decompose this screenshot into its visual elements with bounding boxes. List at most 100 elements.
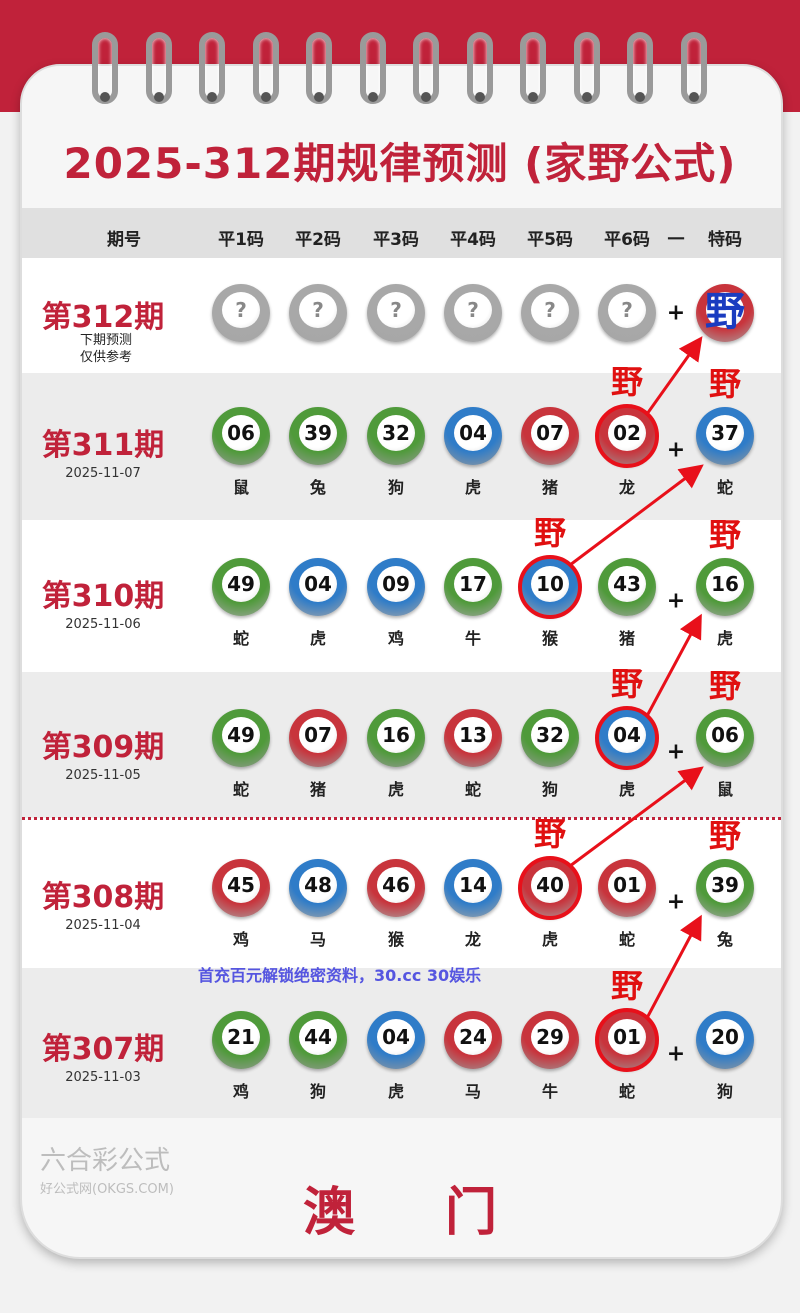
plus-sign: + (666, 739, 686, 765)
zodiac-label: 虎 (464, 478, 482, 497)
row-divider (22, 817, 781, 820)
ball-number: ? (222, 292, 260, 328)
note-line: 仅供参考 (79, 350, 133, 365)
header-col: 平5码 (527, 230, 573, 250)
ball-number: 06 (706, 717, 744, 753)
number-ball: 04 (289, 558, 347, 616)
ball-number: 46 (377, 867, 415, 903)
zodiac-label: 猴 (387, 930, 405, 949)
watermark-sub: 好公式网(OKGS.COM) (40, 1182, 174, 1197)
zodiac-label: 狗 (309, 1082, 327, 1101)
number-ball: 24 (444, 1011, 502, 1069)
number-ball: 32 (521, 709, 579, 767)
zodiac-label: 虎 (716, 629, 734, 648)
zodiac-label: 蛇 (618, 930, 636, 949)
zodiac-label: 狗 (387, 478, 405, 497)
zodiac-label: 蛇 (232, 780, 250, 799)
marker-label: 野 (610, 363, 644, 401)
number-ball: 07 (521, 407, 579, 465)
zodiac-label: 马 (309, 930, 327, 949)
binder-ring-icon (680, 32, 707, 104)
binder-ring-icon (413, 32, 439, 104)
ball-number: 39 (706, 867, 744, 903)
zodiac-label: 兔 (309, 478, 327, 497)
special-ball: 16 (696, 558, 754, 616)
zodiac-label: 鸡 (232, 1082, 250, 1101)
plus-sign: + (666, 300, 686, 326)
zodiac-label: 蛇 (464, 780, 482, 799)
number-ball: 01 (598, 859, 656, 917)
arrow-line (645, 613, 702, 717)
ball-number: ? (531, 292, 569, 328)
zodiac-label: 虎 (618, 780, 636, 799)
ball-number: 49 (222, 717, 260, 753)
number-ball: 48 (289, 859, 347, 917)
highlight-circle (595, 706, 659, 770)
ball-number: 04 (299, 566, 337, 602)
header-col: 平4码 (450, 230, 496, 250)
special-ball: 20 (696, 1011, 754, 1069)
period-label: 第310期 (41, 579, 165, 614)
number-ball: 07 (289, 709, 347, 767)
binder-ring-icon (359, 32, 386, 104)
zodiac-label: 蛇 (232, 629, 250, 648)
binder-ring-icon (306, 32, 332, 104)
header-col: 平2码 (295, 230, 341, 250)
zodiac-label: 蛇 (716, 478, 734, 497)
period-date: 2025-11-06 (65, 617, 141, 632)
arrow-line (569, 766, 704, 868)
binder-ring-icon (573, 32, 600, 104)
arrow-line (645, 914, 702, 1019)
zodiac-label: 兔 (716, 930, 734, 949)
plus-sign: + (666, 437, 686, 463)
ball-number (706, 292, 744, 328)
special-prediction-ball (696, 284, 754, 342)
binder-ring-icon (145, 32, 172, 104)
marker-label: 野 (708, 516, 742, 554)
unknown-ball: ? (598, 284, 656, 342)
number-ball: 17 (444, 558, 502, 616)
ball-number: 32 (377, 415, 415, 451)
period-date: 2025-11-03 (65, 1070, 141, 1085)
period-date: 2025-11-04 (65, 918, 141, 933)
ad-link[interactable]: 首充百元解锁绝密资料，30.cc 30娱乐 (198, 966, 482, 985)
highlight-circle (595, 404, 659, 468)
zodiac-label: 马 (464, 1082, 482, 1101)
zodiac-label: 鼠 (232, 478, 250, 497)
zodiac-label: 龙 (464, 930, 482, 949)
number-ball: 32 (367, 407, 425, 465)
plus-sign: + (666, 1041, 686, 1067)
ball-number: 37 (706, 415, 744, 451)
ball-number: 06 (222, 415, 260, 451)
header-col: 平1码 (218, 230, 264, 250)
footer-region: 澳门 (302, 1183, 587, 1243)
period-label: 第312期 (41, 300, 165, 335)
zodiac-label: 虎 (309, 629, 327, 648)
ball-number: ? (608, 292, 646, 328)
ball-number: 04 (454, 415, 492, 451)
ball-number: 01 (608, 867, 646, 903)
ball-number: 14 (454, 867, 492, 903)
period-label: 第308期 (41, 880, 165, 915)
number-ball: 49 (212, 709, 270, 767)
ball-number: 13 (454, 717, 492, 753)
highlight-circle (518, 856, 582, 920)
number-ball: 04 (367, 1011, 425, 1069)
binder-ring-icon (92, 32, 118, 104)
number-ball: 43 (598, 558, 656, 616)
special-ball: 06 (696, 709, 754, 767)
number-ball: 13 (444, 709, 502, 767)
unknown-ball: ? (521, 284, 579, 342)
ball-number: 49 (222, 566, 260, 602)
period-date: 2025-11-07 (65, 466, 141, 481)
ball-number: 29 (531, 1019, 569, 1055)
ball-number: 43 (608, 566, 646, 602)
arrow-line (569, 464, 704, 567)
number-ball: 04 (444, 407, 502, 465)
number-ball: 16 (367, 709, 425, 767)
zodiac-label: 鸡 (232, 930, 250, 949)
ball-number: 16 (706, 566, 744, 602)
header-period: 期号 (107, 230, 141, 250)
plus-sign: + (666, 588, 686, 614)
page-title: 2025-312期规律预测 (家野公式) (63, 139, 737, 188)
